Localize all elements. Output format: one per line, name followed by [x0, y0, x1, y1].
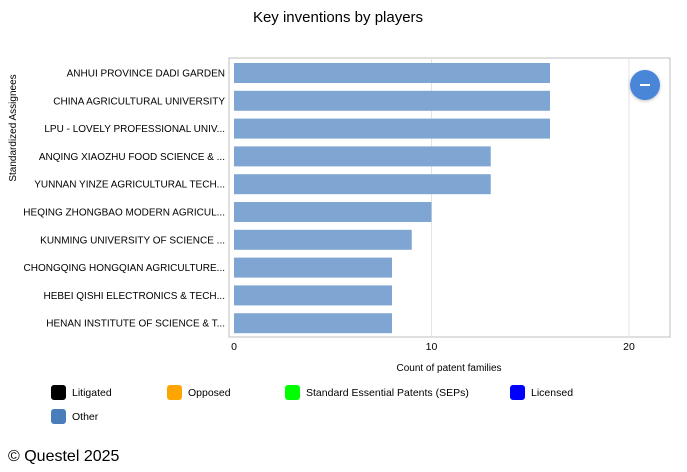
- category-label: HEQING ZHONGBAO MODERN AGRICUL...: [23, 208, 225, 219]
- minus-icon: [640, 84, 650, 86]
- legend-label: Litigated: [72, 386, 112, 399]
- collapse-button[interactable]: [630, 70, 660, 100]
- legend-swatch: [510, 385, 525, 400]
- bars: [234, 63, 550, 334]
- legend-item[interactable]: Standard Essential Patents (SEPs): [285, 385, 469, 400]
- y-axis-label: Standardized Assignees: [8, 74, 19, 181]
- x-axis-label: Count of patent families: [396, 363, 501, 374]
- x-tick-labels: 0 10 20: [231, 341, 635, 353]
- legend-swatch: [285, 385, 300, 400]
- category-label: YUNNAN YINZE AGRICULTURAL TECH...: [34, 180, 225, 191]
- category-label: KUNMING UNIVERSITY OF SCIENCE ...: [40, 235, 225, 246]
- bar[interactable]: [234, 202, 432, 222]
- x-tick-label: 20: [623, 341, 635, 353]
- chart: Key inventions by players ANHUI PROVINCE…: [8, 9, 671, 374]
- category-label: ANQING XIAOZHU FOOD SCIENCE & ...: [39, 152, 225, 163]
- legend-label: Other: [72, 410, 99, 423]
- category-label: ANHUI PROVINCE DADI GARDEN: [67, 69, 225, 80]
- bar[interactable]: [234, 313, 392, 334]
- legend-label: Opposed: [188, 386, 231, 399]
- bar[interactable]: [234, 285, 392, 306]
- chart-title: Key inventions by players: [253, 9, 423, 26]
- legend-swatch: [167, 385, 182, 400]
- category-label: LPU - LOVELY PROFESSIONAL UNIV...: [44, 124, 225, 135]
- bar[interactable]: [234, 174, 491, 195]
- legend-item[interactable]: Opposed: [167, 385, 231, 400]
- bar[interactable]: [234, 90, 550, 111]
- legend-item[interactable]: Litigated: [51, 385, 112, 400]
- bar[interactable]: [234, 63, 550, 83]
- category-label: CHINA AGRICULTURAL UNIVERSITY: [53, 96, 225, 107]
- legend-item[interactable]: Other: [51, 409, 98, 424]
- legend-label: Licensed: [531, 386, 574, 399]
- category-label: HENAN INSTITUTE OF SCIENCE & T...: [46, 319, 225, 330]
- x-tick-label: 10: [426, 341, 438, 353]
- bar[interactable]: [234, 257, 392, 278]
- bar[interactable]: [234, 146, 491, 167]
- legend-label: Standard Essential Patents (SEPs): [306, 386, 469, 399]
- bar[interactable]: [234, 229, 412, 250]
- copyright: © Questel 2025: [8, 448, 120, 465]
- x-tick-label: 0: [231, 341, 237, 353]
- legend-swatch: [51, 385, 66, 400]
- category-label: CHONGQING HONGQIAN AGRICULTURE...: [24, 263, 226, 274]
- category-labels: ANHUI PROVINCE DADI GARDEN CHINA AGRICULT…: [23, 69, 225, 330]
- category-label: HEBEI QISHI ELECTRONICS & TECH...: [43, 291, 225, 302]
- bar[interactable]: [234, 118, 550, 139]
- legend-swatch: [51, 409, 66, 424]
- legend-item[interactable]: Licensed: [510, 385, 573, 400]
